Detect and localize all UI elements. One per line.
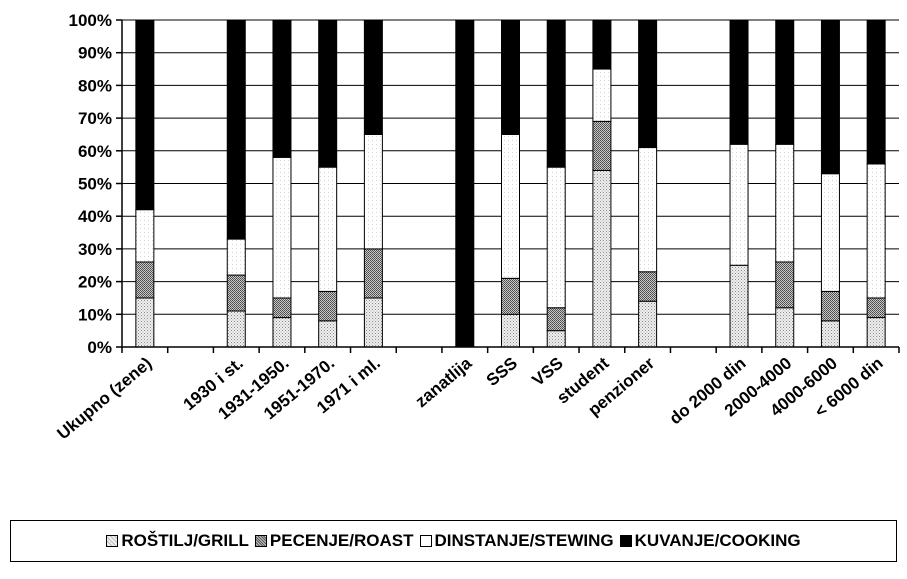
bar-segment-kuvanje-cooking [592,19,612,70]
bar-segment-ro-tilj-grill [775,307,795,348]
y-tick-label: 70% [78,109,112,128]
bar-segment-pecenje-roast [226,274,246,312]
x-tick-label: VSS [528,354,566,390]
axes: 0% 10% 20% 30% 40% 50% 60% 70% 80% 90% 100% Ukupno … [54,11,900,444]
x-tick-label: do 2000 din [666,354,750,429]
x-tick-label: zanatlija [412,353,476,411]
bar-segment-kuvanje-cooking [501,19,520,135]
y-tick-label: 40% [78,207,112,226]
stewing-swatch-icon [419,535,432,547]
legend-item-grill: ROŠTILJ/GRILL [106,531,249,551]
legend-item-roast: PECENJE/ROAST [254,531,414,551]
bar-segment-dinstanje-stewing [638,147,658,273]
bar-segment-pecenje-roast [546,307,566,332]
bar-segment-kuvanje-cooking [363,19,383,135]
x-tick-label: SSS [483,354,521,390]
bar-segment-kuvanje-cooking [226,19,246,240]
bar-segment-kuvanje-cooking [820,19,840,175]
x-tick-label: Ukupno (zene) [54,354,156,444]
stacked-bar-chart: 0% 10% 20% 30% 40% 50% 60% 70% 80% 90% 100% Ukupno … [54,11,900,444]
bar-segment-pecenje-roast [318,290,338,322]
y-tick-label: 80% [78,76,112,95]
bar-segment-dinstanje-stewing [729,143,749,266]
grill-swatch-icon [106,535,119,547]
bar-segment-dinstanje-stewing [226,238,246,276]
legend-label-grill: ROŠTILJ/GRILL [121,531,249,550]
bar-segment-pecenje-roast [363,248,383,299]
bar-segment-kuvanje-cooking [866,19,886,165]
legend-label-cooking: KUVANJE/COOKING [634,531,801,550]
bar-segment-pecenje-roast [272,297,292,319]
bar-segment-ro-tilj-grill [592,169,612,348]
bar-segment-kuvanje-cooking [135,19,155,211]
bar-segment-kuvanje-cooking [455,19,475,348]
bar-segment-ro-tilj-grill [318,320,338,348]
y-tick-label: 10% [78,305,112,324]
bar-segment-ro-tilj-grill [135,297,155,348]
bar-segment-dinstanje-stewing [272,156,292,299]
bar-segment-pecenje-roast [638,271,658,302]
y-tick-label: 50% [78,175,112,194]
roast-swatch-icon [254,535,267,547]
bar-segment-pecenje-roast [592,120,612,171]
y-tick-label: 60% [78,142,112,161]
bar-segment-kuvanje-cooking [638,19,658,149]
bar-segment-pecenje-roast [135,261,155,299]
bar-segment-kuvanje-cooking [775,19,795,145]
legend-item-stewing: DINSTANJE/STEWING [419,531,614,551]
bar-segment-ro-tilj-grill [820,320,840,348]
legend: ROŠTILJ/GRILL PECENJE/ROAST DINSTANJE/ST… [10,520,897,562]
bar-segment-ro-tilj-grill [729,264,749,348]
bar-segment-pecenje-roast [775,261,795,309]
bar-segment-dinstanje-stewing [318,166,338,292]
bar-segment-kuvanje-cooking [272,19,292,158]
bar-segment-dinstanje-stewing [546,166,566,309]
bar-segment-pecenje-roast [501,277,520,315]
bar-segment-kuvanje-cooking [318,19,338,168]
bar-segment-dinstanje-stewing [866,163,886,299]
bar-segment-ro-tilj-grill [866,317,886,348]
legend-label-roast: PECENJE/ROAST [269,531,414,550]
bar-segment-ro-tilj-grill [501,313,520,348]
bar-segment-dinstanje-stewing [135,209,155,263]
bar-segment-ro-tilj-grill [226,310,246,348]
y-tick-label: 0% [87,338,112,357]
bar-segment-dinstanje-stewing [775,143,795,263]
bar-segment-dinstanje-stewing [501,133,520,279]
cooking-swatch-icon [619,535,632,547]
legend-item-cooking: KUVANJE/COOKING [619,531,801,551]
bar-segment-dinstanje-stewing [363,133,383,250]
bar-segment-kuvanje-cooking [729,19,749,145]
bar-segment-dinstanje-stewing [820,173,840,292]
bar-segment-pecenje-roast [820,290,840,322]
bar-segment-ro-tilj-grill [363,297,383,348]
bar-segment-pecenje-roast [866,297,886,319]
legend-label-stewing: DINSTANJE/STEWING [434,531,614,550]
bars [135,19,886,348]
bar-segment-ro-tilj-grill [272,317,292,348]
bar-segment-dinstanje-stewing [592,68,612,122]
bar-segment-ro-tilj-grill [638,300,658,348]
y-tick-label: 100% [69,11,112,30]
y-tick-label: 90% [78,44,112,63]
y-tick-label: 30% [78,240,112,259]
bar-segment-ro-tilj-grill [546,330,566,348]
bar-segment-kuvanje-cooking [546,19,566,168]
y-tick-label: 20% [78,273,112,292]
